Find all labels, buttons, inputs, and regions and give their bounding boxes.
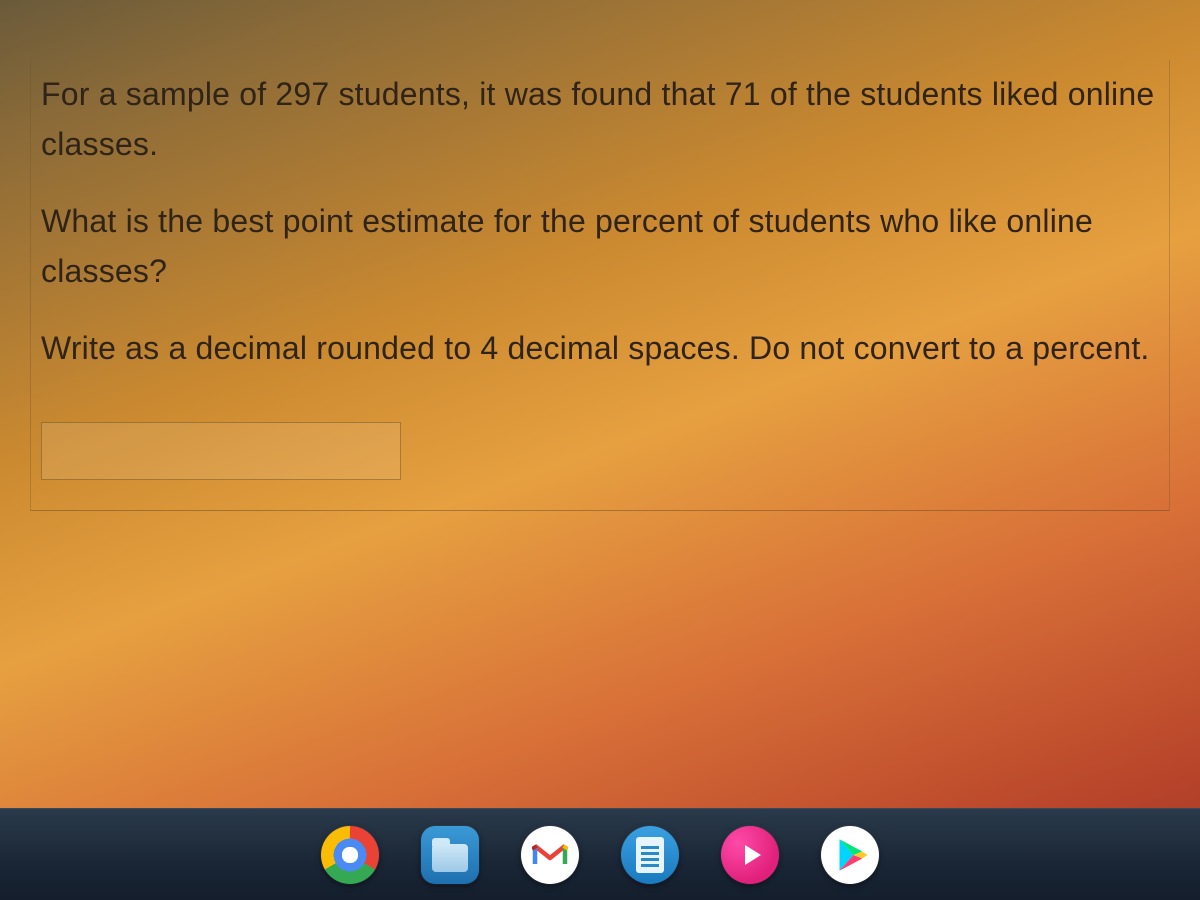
play-store-icon[interactable] [821, 826, 879, 884]
taskbar [0, 808, 1200, 900]
gmail-icon[interactable] [521, 826, 579, 884]
question-panel: For a sample of 297 students, it was fou… [30, 60, 1170, 511]
play-glyph-icon [829, 834, 871, 876]
question-paragraph-3: Write as a decimal rounded to 4 decimal … [41, 324, 1159, 374]
question-paragraph-2: What is the best point estimate for the … [41, 197, 1159, 296]
question-content-area: For a sample of 297 students, it was fou… [0, 0, 1200, 808]
chrome-icon[interactable] [321, 826, 379, 884]
question-paragraph-1: For a sample of 297 students, it was fou… [41, 70, 1159, 169]
answer-input[interactable] [41, 422, 401, 480]
docs-icon[interactable] [621, 826, 679, 884]
files-icon[interactable] [421, 826, 479, 884]
youtube-icon[interactable] [721, 826, 779, 884]
gmail-glyph-icon [532, 841, 568, 869]
